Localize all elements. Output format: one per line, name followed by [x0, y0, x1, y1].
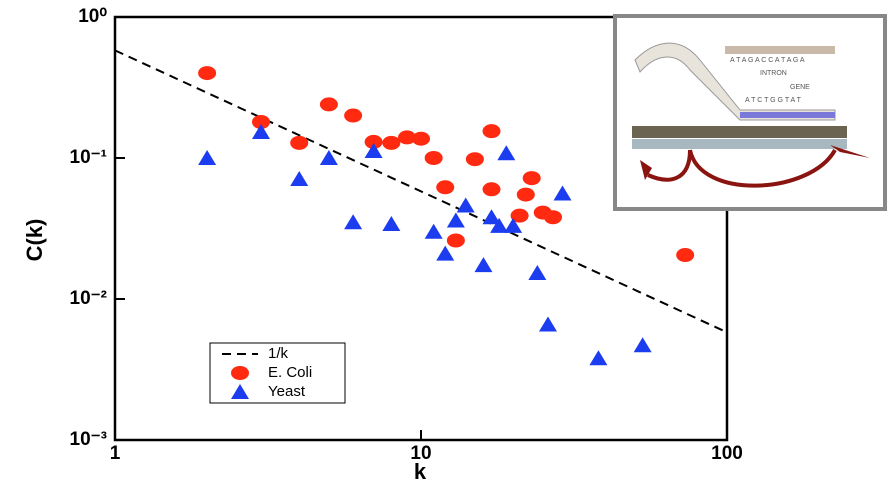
- y-tick-label: 10⁰: [78, 6, 107, 27]
- dna-strand: [725, 46, 835, 54]
- point: [412, 131, 430, 146]
- y-tick-label: 10⁻¹: [70, 147, 108, 168]
- arrow: [688, 148, 837, 188]
- point: [676, 248, 695, 263]
- arrow: [647, 149, 692, 182]
- inset-sequence: A T A G A C C A T A G A: [730, 57, 805, 64]
- point: [633, 337, 652, 353]
- inset-gene: GENE: [790, 84, 810, 91]
- point: [231, 366, 249, 380]
- point: [251, 123, 270, 139]
- point: [382, 216, 401, 232]
- point: [482, 209, 501, 225]
- point: [474, 257, 493, 273]
- point: [516, 187, 535, 202]
- point: [446, 212, 465, 228]
- point: [424, 151, 443, 165]
- point: [543, 210, 562, 225]
- point: [344, 108, 363, 123]
- point: [290, 170, 309, 186]
- point: [497, 145, 516, 161]
- point: [504, 217, 523, 233]
- x-axis-label: k: [414, 459, 427, 483]
- y-axis-label: C(k): [22, 219, 47, 262]
- point: [364, 143, 383, 159]
- point: [510, 208, 529, 223]
- point: [290, 135, 309, 150]
- point: [319, 150, 338, 165]
- point: [198, 66, 217, 81]
- point: [397, 130, 416, 145]
- inset: A T A G A C C A T A G A INTRON GENE A T …: [613, 14, 887, 211]
- point: [436, 245, 455, 261]
- point: [446, 233, 465, 248]
- point: [382, 135, 401, 150]
- point: [553, 185, 572, 201]
- inset-intron: INTRON: [760, 70, 787, 77]
- y-tick-label: 10⁻³: [70, 429, 108, 450]
- point: [482, 182, 501, 197]
- fit-line: [114, 49, 728, 334]
- point: [538, 316, 557, 332]
- x-tick-label: 100: [711, 443, 743, 464]
- x-tick-label: 1: [110, 443, 121, 464]
- point: [231, 384, 249, 399]
- gene-strand: [740, 112, 835, 118]
- y-tick-label: 10⁻²: [70, 288, 108, 309]
- point: [424, 223, 443, 239]
- point: [344, 214, 363, 230]
- point: [465, 152, 484, 167]
- point: [319, 97, 338, 112]
- point: [251, 115, 270, 130]
- genome-bar: [632, 126, 847, 138]
- point: [364, 134, 383, 149]
- legend-label: 1/k: [268, 345, 289, 362]
- legend-label: Yeast: [268, 383, 306, 400]
- x-tick-label: 10: [410, 443, 431, 464]
- inset-sequence: A T C T G G T A T: [745, 97, 802, 104]
- point: [436, 180, 455, 195]
- point: [198, 150, 217, 165]
- point: [490, 217, 509, 233]
- point: [456, 197, 475, 213]
- genome-bar: [632, 139, 847, 149]
- point: [589, 350, 608, 366]
- point: [528, 264, 547, 280]
- legend-label: E. Coli: [268, 364, 312, 381]
- point: [522, 171, 541, 186]
- point: [482, 124, 501, 139]
